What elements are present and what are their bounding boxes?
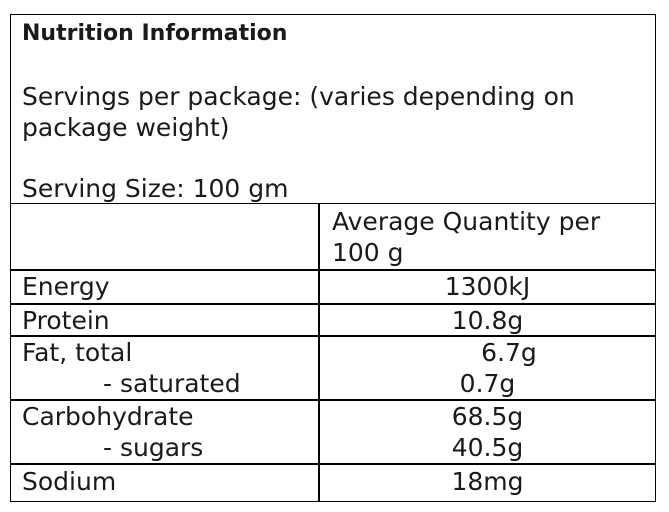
average-quantity-header: Average Quantity per 100 g — [332, 207, 601, 267]
row-value-saturated: 0.7g — [459, 369, 516, 398]
serving-size: Serving Size: 100 gm — [22, 174, 289, 203]
row-label-carbohydrate: Carbohydrate — [22, 402, 194, 431]
row-divider — [11, 303, 655, 305]
row-label-saturated: - saturated — [103, 369, 241, 398]
row-divider — [11, 335, 655, 337]
row-label-protein: Protein — [22, 306, 110, 335]
row-divider — [11, 399, 655, 401]
row-label-fat-total: Fat, total — [22, 338, 133, 367]
row-label-sugars: - sugars — [103, 433, 204, 462]
header-divider — [11, 269, 655, 271]
row-value-fat-total: 6.7g — [481, 338, 537, 367]
nutrition-information-panel: Nutrition Information Servings per packa… — [10, 14, 656, 502]
row-value-sodium: 18mg — [451, 467, 524, 496]
row-divider — [11, 463, 655, 465]
row-value-protein: 10.8g — [451, 306, 524, 335]
row-value-sugars: 40.5g — [451, 433, 524, 462]
panel-title: Nutrition Information — [22, 21, 288, 46]
servings-per-package: Servings per package: (varies depending … — [22, 82, 575, 142]
panel-header: Nutrition Information Servings per packa… — [11, 15, 655, 204]
row-label-energy: Energy — [22, 272, 110, 301]
row-value-carbohydrate: 68.5g — [451, 402, 524, 431]
row-value-energy: 1300kJ — [444, 272, 531, 301]
row-label-sodium: Sodium — [22, 467, 117, 496]
column-divider — [318, 204, 320, 501]
